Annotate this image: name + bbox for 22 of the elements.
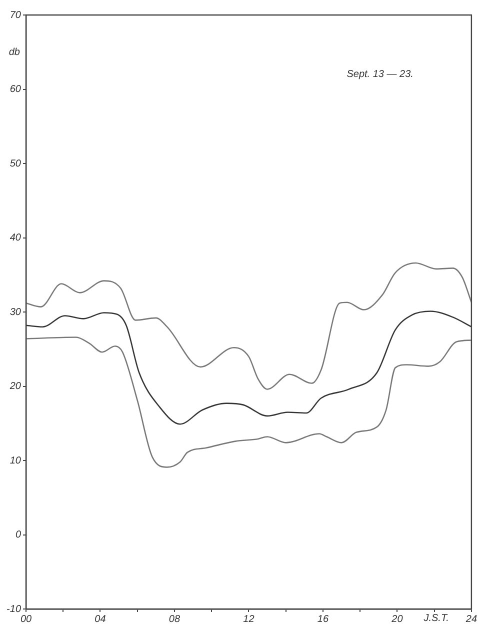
text: Sept. 13 — 23. (346, 69, 414, 80)
y-tick-label: 10 (10, 455, 22, 466)
y-tick-label: 70 (10, 10, 22, 21)
x-tick-label: 24 (464, 614, 478, 625)
line-series (26, 310, 472, 425)
x-tick-label: 04 (94, 614, 106, 625)
y-tick-label: 30 (10, 306, 22, 318)
line-series (26, 262, 472, 390)
y-axis-title: db (8, 46, 20, 58)
x-axis-title: J.S.T. (422, 612, 449, 624)
x-tick-label: 12 (243, 614, 255, 625)
x-tick-label: 20 (390, 614, 404, 625)
y-tick-label: 50 (10, 158, 22, 170)
line-series (26, 336, 472, 468)
x-tick-label: 08 (168, 614, 180, 625)
x-tick-label: 16 (317, 614, 329, 625)
y-tick-label: 20 (8, 381, 22, 392)
x-tick-label: 00 (20, 614, 32, 625)
y-tick-label: 60 (10, 84, 22, 96)
y-tick-label: 0 (15, 530, 22, 541)
y-tick-label: 40 (10, 232, 22, 244)
y-tick-label: -10 (6, 604, 22, 615)
